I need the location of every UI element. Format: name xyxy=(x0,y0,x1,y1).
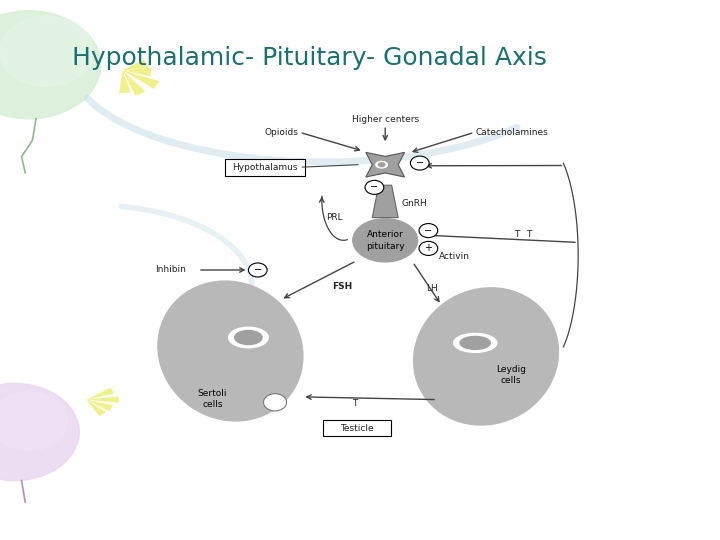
Polygon shape xyxy=(86,396,119,403)
FancyBboxPatch shape xyxy=(225,159,305,176)
Text: Anterior
pituitary: Anterior pituitary xyxy=(366,230,405,251)
Ellipse shape xyxy=(376,161,387,168)
Polygon shape xyxy=(86,400,113,411)
Text: Hypothalamic- Pituitary- Gonadal Axis: Hypothalamic- Pituitary- Gonadal Axis xyxy=(72,46,547,70)
Text: Testicle: Testicle xyxy=(341,424,374,433)
Text: LH: LH xyxy=(426,285,438,293)
Text: Higher centers: Higher centers xyxy=(351,115,419,124)
Circle shape xyxy=(410,156,429,170)
Circle shape xyxy=(419,224,438,238)
FancyBboxPatch shape xyxy=(323,420,391,436)
Text: −: − xyxy=(424,226,433,235)
Circle shape xyxy=(248,263,267,277)
Polygon shape xyxy=(122,60,148,70)
Polygon shape xyxy=(122,68,152,76)
Text: T: T xyxy=(526,231,532,239)
Text: GnRH: GnRH xyxy=(401,199,427,208)
Ellipse shape xyxy=(235,330,262,345)
Circle shape xyxy=(0,11,101,119)
Text: FSH: FSH xyxy=(332,282,352,291)
Text: −: − xyxy=(370,183,379,192)
Polygon shape xyxy=(120,70,131,93)
Text: T: T xyxy=(352,400,358,408)
Text: T: T xyxy=(514,231,520,239)
Polygon shape xyxy=(86,400,106,416)
Ellipse shape xyxy=(229,327,269,348)
Text: Activin: Activin xyxy=(439,252,470,261)
Text: Leydig
cells: Leydig cells xyxy=(496,365,526,386)
Text: Opioids: Opioids xyxy=(265,128,299,137)
Circle shape xyxy=(365,180,384,194)
Text: +: + xyxy=(424,244,433,253)
Circle shape xyxy=(0,392,68,450)
Polygon shape xyxy=(372,185,398,218)
Circle shape xyxy=(264,394,287,411)
Text: −: − xyxy=(415,158,424,168)
Polygon shape xyxy=(366,152,405,177)
Text: −: − xyxy=(253,265,262,275)
Ellipse shape xyxy=(454,333,497,352)
Polygon shape xyxy=(122,70,160,89)
Circle shape xyxy=(0,16,94,86)
Text: PRL: PRL xyxy=(326,213,343,222)
Circle shape xyxy=(419,241,438,255)
Text: Catecholamines: Catecholamines xyxy=(475,128,548,137)
Ellipse shape xyxy=(158,281,303,421)
Ellipse shape xyxy=(413,288,559,425)
Ellipse shape xyxy=(379,163,385,166)
Polygon shape xyxy=(86,388,114,400)
Polygon shape xyxy=(122,70,145,96)
Circle shape xyxy=(0,383,79,481)
Text: Inhibin: Inhibin xyxy=(155,266,186,274)
Ellipse shape xyxy=(460,336,490,349)
Text: Hypothalamus: Hypothalamus xyxy=(232,163,297,172)
Ellipse shape xyxy=(353,219,418,262)
Text: Sertoli
cells: Sertoli cells xyxy=(198,389,227,409)
